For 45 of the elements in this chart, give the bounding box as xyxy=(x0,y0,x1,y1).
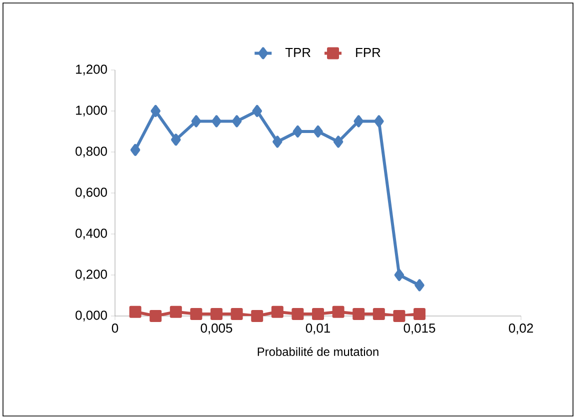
y-tick-label: 0,600 xyxy=(76,188,107,198)
x-tick-label: 0,02 xyxy=(508,324,533,334)
point xyxy=(150,310,162,322)
x-tick-label: 0 xyxy=(112,324,118,333)
point xyxy=(292,308,304,320)
point xyxy=(150,105,160,117)
point xyxy=(354,115,364,128)
y-tick-label: 1,200 xyxy=(76,64,107,76)
point xyxy=(374,115,384,128)
point xyxy=(251,310,264,322)
point xyxy=(129,306,142,318)
y-tick-label: 0,200 xyxy=(76,270,107,280)
point xyxy=(271,306,284,318)
point xyxy=(333,136,344,148)
point xyxy=(414,279,424,292)
point xyxy=(190,308,202,320)
legend-label: FPR xyxy=(356,48,380,57)
point xyxy=(414,308,426,320)
x-tick-label: 0,005 xyxy=(200,324,232,334)
point xyxy=(212,115,222,128)
point xyxy=(292,126,303,138)
y-tick-label: 0,000 xyxy=(76,310,107,322)
legend-label: TPR xyxy=(285,48,310,57)
point xyxy=(252,105,262,117)
point xyxy=(312,308,324,320)
point xyxy=(232,115,242,128)
y-tick-label: 0,400 xyxy=(76,228,107,240)
point xyxy=(191,115,202,128)
point xyxy=(230,308,243,320)
y-tick-label: 0,800 xyxy=(76,146,107,158)
point xyxy=(170,306,182,318)
x-tick-label: 0,015 xyxy=(404,324,436,334)
point xyxy=(394,269,404,281)
point xyxy=(332,306,344,318)
point xyxy=(352,308,365,320)
point xyxy=(393,310,406,322)
point xyxy=(372,308,385,320)
x-axis-title: Probabilité de mutation xyxy=(258,347,378,356)
y-tick-label: 1,000 xyxy=(76,106,107,116)
point xyxy=(313,126,323,138)
point xyxy=(210,308,222,320)
point xyxy=(272,136,282,148)
x-tick-label: 0,01 xyxy=(306,324,330,334)
point xyxy=(171,134,181,146)
point xyxy=(130,144,140,156)
